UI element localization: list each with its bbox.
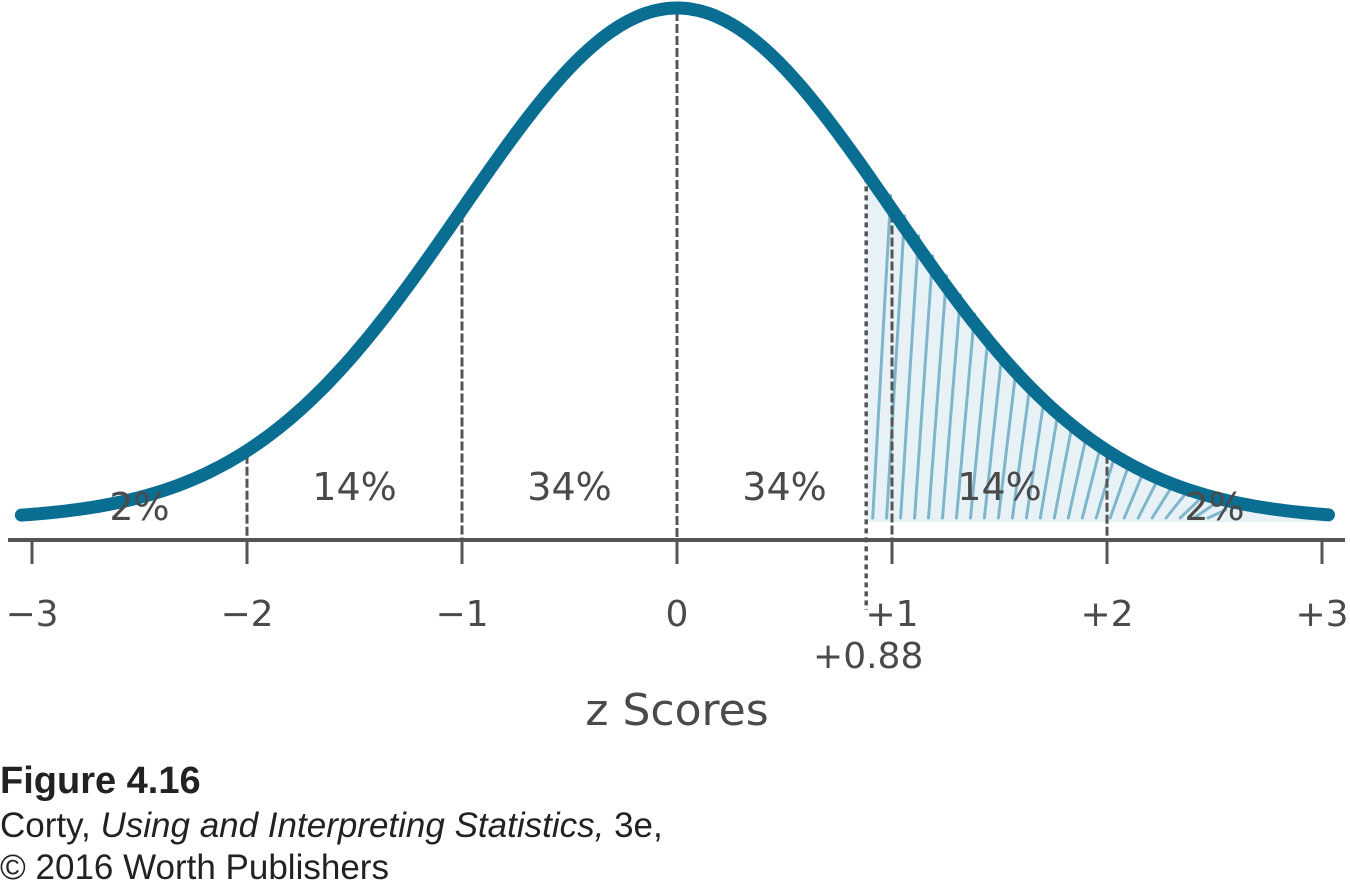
- shaded-region-hatch: [871, 194, 1228, 520]
- tick-label: −3: [5, 594, 58, 635]
- shaded-area-layer: [866, 176, 1333, 522]
- marker-label: +0.88: [813, 636, 923, 677]
- region-percentage-label: 2%: [109, 485, 169, 529]
- tick-label: −1: [435, 594, 488, 635]
- deviation-lines-layer: [245, 12, 1109, 610]
- tick-marks-layer: [30, 540, 1324, 564]
- tick-label: +3: [1295, 594, 1348, 635]
- citation-book-title: Using and Interpreting Statistics,: [100, 806, 605, 845]
- labels-layer: −3 −2 −1 0 +1 +2 +3 +0.88 2% 14% 34% 34% 14% 2%: [5, 465, 1348, 677]
- tick-label: +1: [865, 594, 918, 635]
- citation-author: Corty,: [0, 806, 101, 845]
- region-percentage-label: 34%: [742, 465, 826, 509]
- normal-curve: [14, 1, 1335, 522]
- figure-citation: Corty, Using and Interpreting Statistics…: [0, 806, 663, 846]
- region-percentage-label: 2%: [1184, 485, 1244, 529]
- figure-copyright: © 2016 Worth Publishers: [0, 848, 389, 887]
- citation-edition: 3e,: [604, 806, 663, 845]
- normal-curve-chart: −3 −2 −1 0 +1 +2 +3 +0.88 2% 14% 34% 34% 14% 2% z Sco…: [5, 1, 1349, 736]
- region-percentage-label: 14%: [957, 465, 1041, 509]
- tick-label: 0: [666, 594, 689, 635]
- figure-number: Figure 4.16: [0, 760, 201, 802]
- shaded-region-fill: [866, 176, 1333, 522]
- region-percentage-label: 14%: [312, 465, 396, 509]
- region-percentage-label: 34%: [527, 465, 611, 509]
- x-axis-title: z Scores: [585, 685, 768, 736]
- tick-label: +2: [1080, 594, 1133, 635]
- tick-label: −2: [220, 594, 273, 635]
